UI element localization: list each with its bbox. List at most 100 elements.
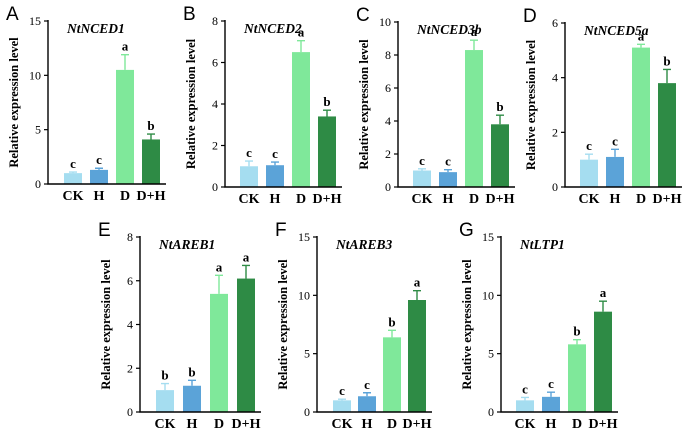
bar-f-4 (408, 300, 426, 412)
panel-letter-c: C (356, 5, 370, 26)
error-bar-e-4 (242, 264, 250, 279)
y-axis-label-g: Relative expression level (460, 259, 474, 390)
error-bar-a-1 (69, 171, 77, 174)
error-bar-c-2 (444, 168, 452, 173)
bar-a-3 (116, 69, 134, 184)
y-tick-label-e-2: 2 (127, 361, 133, 375)
significance-c-2: c (445, 154, 451, 169)
significance-b-3: a (298, 25, 305, 40)
x-tick-label-d-2: H (610, 192, 621, 207)
y-tick-label-g-4: 15 (482, 230, 494, 244)
panel-letter-f: F (275, 220, 287, 241)
error-bar-f-1 (338, 398, 346, 401)
y-tick-label-d-2: 2 (552, 125, 558, 139)
x-tick-label-b-1: CK (239, 192, 260, 207)
y-tick-label-b-2: 2 (212, 139, 218, 153)
significance-a-1: c (70, 156, 76, 171)
y-tick-label-b-3: 4 (212, 97, 218, 111)
panel-b: B NtNCED2 Relative expression level c CK c Ha D… (183, 4, 342, 207)
x-tick-label-f-3: D (387, 417, 397, 432)
error-bar-c-1 (418, 168, 426, 171)
y-tick-label-b-5: 8 (212, 14, 218, 28)
bar-c-2 (439, 172, 457, 187)
error-bar-b-3 (297, 40, 305, 53)
bar-c-4 (491, 124, 509, 187)
x-tick-label-b-4: D+H (313, 192, 342, 207)
error-bar-a-3 (121, 53, 129, 70)
significance-c-4: b (496, 99, 503, 114)
panel-d: D NtNCED5a Relative expression level c CK c Ha… (523, 6, 682, 207)
significance-d-2: c (612, 133, 618, 148)
y-tick-label-f-4: 15 (298, 230, 310, 244)
significance-g-4: a (600, 285, 607, 300)
x-tick-label-c-4: D+H (486, 192, 515, 207)
y-tick-label-d-4: 6 (552, 16, 558, 30)
panel-letter-b: B (183, 4, 196, 25)
x-tick-label-d-1: CK (579, 192, 600, 207)
y-tick-label-c-4: 6 (385, 81, 391, 95)
y-tick-label-g-3: 10 (482, 288, 494, 302)
error-bar-e-3 (215, 274, 223, 294)
error-bar-f-2 (363, 392, 371, 397)
y-tick-label-d-3: 4 (552, 71, 558, 85)
bar-g-3 (568, 344, 586, 412)
x-tick-label-b-2: H (270, 192, 281, 207)
panel-title-c: NtNCED3b (416, 22, 482, 37)
panel-letter-e: E (98, 220, 111, 241)
y-tick-label-e-5: 8 (127, 230, 133, 244)
x-tick-label-a-2: H (94, 189, 105, 204)
significance-e-3: a (216, 259, 223, 274)
significance-a-2: c (96, 152, 102, 167)
x-tick-label-a-1: CK (63, 189, 84, 204)
x-tick-label-d-4: D+H (653, 192, 682, 207)
error-bar-d-2 (611, 148, 619, 157)
bar-c-3 (465, 50, 483, 187)
error-bar-e-1 (161, 382, 169, 391)
y-tick-label-g-2: 5 (488, 347, 494, 361)
panel-a: A NtNCED1 Relative expression level c CK c Ha D… (6, 4, 166, 204)
y-tick-label-e-3: 4 (127, 318, 133, 332)
bar-b-1 (240, 166, 258, 187)
bar-g-2 (542, 396, 560, 412)
panel-g: G NtLTP1 Relative expression level c CK c Hb Da… (459, 220, 618, 432)
y-tick-label-c-2: 2 (385, 147, 391, 161)
significance-e-2: b (188, 364, 195, 379)
bar-d-1 (580, 159, 598, 187)
x-tick-label-e-2: H (187, 417, 198, 432)
panel-title-d: NtNCED5a (583, 23, 649, 38)
bar-b-3 (292, 52, 310, 187)
y-axis-label-b: Relative expression level (184, 38, 198, 169)
significance-d-1: c (586, 138, 592, 153)
significance-c-3: a (471, 24, 478, 39)
bar-f-3 (383, 337, 401, 412)
bar-f-2 (358, 396, 376, 412)
bar-a-1 (64, 173, 82, 184)
significance-d-3: a (638, 28, 645, 43)
x-tick-label-e-1: CK (155, 417, 176, 432)
x-tick-label-c-2: H (443, 192, 454, 207)
error-bar-d-3 (637, 43, 645, 48)
bar-f-1 (333, 400, 351, 412)
significance-f-1: c (339, 383, 345, 398)
x-tick-label-f-1: CK (332, 417, 353, 432)
significance-g-3: b (573, 324, 580, 339)
x-tick-label-e-4: D+H (232, 417, 261, 432)
y-tick-label-e-4: 6 (127, 274, 133, 288)
significance-e-1: b (161, 368, 168, 383)
y-tick-label-a-3: 10 (29, 68, 41, 82)
y-tick-label-c-6: 10 (379, 15, 391, 29)
y-axis-label-e: Relative expression level (99, 259, 113, 390)
panel-letter-a: A (6, 4, 19, 25)
y-tick-label-a-4: 15 (29, 14, 41, 28)
bar-b-2 (266, 165, 284, 187)
x-tick-label-c-3: D (469, 192, 479, 207)
x-tick-label-g-1: CK (515, 417, 536, 432)
y-axis-label-c: Relative expression level (357, 39, 371, 170)
error-bar-d-1 (585, 153, 593, 160)
bar-g-4 (594, 311, 612, 412)
panel-c: C NtNCED3b Relative expression level c CK c Ha… (356, 5, 515, 207)
panel-f: F NtAREB3 Relative expression level c CK c Hb D… (275, 220, 432, 432)
error-bar-c-3 (470, 39, 478, 51)
significance-f-3: b (388, 314, 395, 329)
